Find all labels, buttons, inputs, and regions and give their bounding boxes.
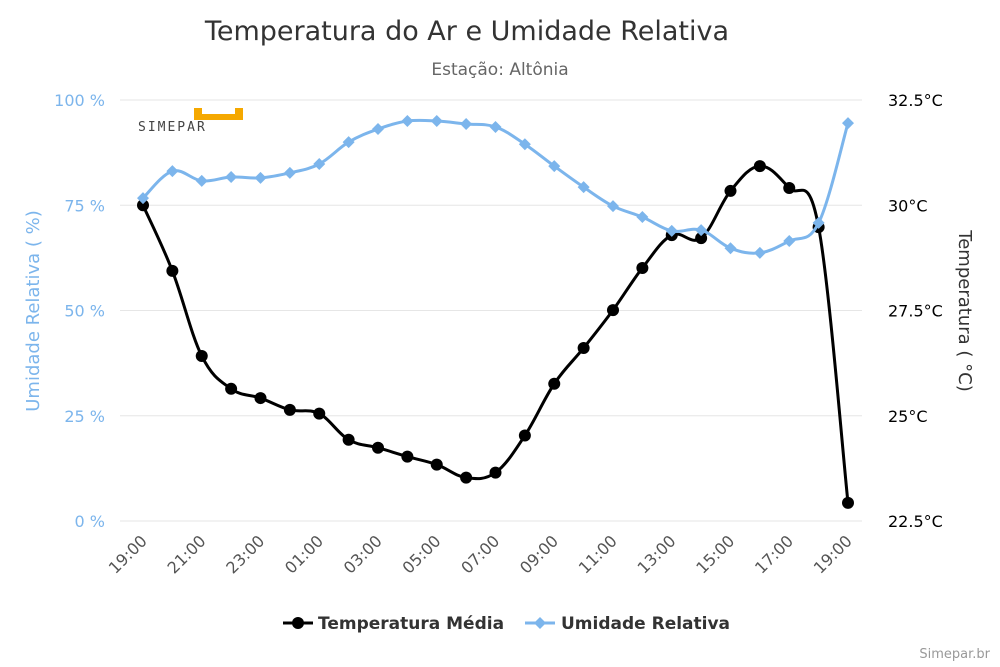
data-point[interactable] <box>842 496 854 509</box>
x-tick-label: 01:00 <box>281 531 327 577</box>
data-point[interactable] <box>313 407 326 420</box>
data-point[interactable] <box>783 181 796 194</box>
data-point[interactable] <box>137 192 149 205</box>
data-point[interactable] <box>607 200 619 213</box>
left-tick-label: 25 % <box>64 407 105 426</box>
data-point[interactable] <box>195 174 208 187</box>
left-tick-label: 50 % <box>64 302 105 321</box>
right-tick-label: 27.5°C <box>888 302 943 321</box>
series-line <box>141 164 850 504</box>
left-tick-label: 0 % <box>75 512 105 531</box>
data-point[interactable] <box>695 232 708 245</box>
legend-label-umidade: Umidade Relativa <box>561 614 730 634</box>
chart-subtitle: Estação: Altônia <box>431 60 568 80</box>
x-tick-label: 17:00 <box>751 531 797 577</box>
x-tick-label: 21:00 <box>164 531 210 577</box>
data-point[interactable] <box>254 392 267 405</box>
left-tick-label: 100 % <box>54 91 105 110</box>
data-point[interactable] <box>166 264 179 277</box>
gridlines <box>120 99 862 522</box>
data-point[interactable] <box>753 160 766 173</box>
data-point[interactable] <box>195 349 208 362</box>
data-point[interactable] <box>254 171 267 184</box>
left-axis-title: Umidade Relativa ( %) <box>23 210 44 412</box>
data-point[interactable] <box>783 235 796 248</box>
data-point[interactable] <box>372 123 384 136</box>
data-point[interactable] <box>460 117 473 130</box>
data-point[interactable] <box>401 450 414 463</box>
data-point[interactable] <box>489 466 502 479</box>
svg-text:SIMEPAR: SIMEPAR <box>138 120 207 135</box>
x-tick-label: 09:00 <box>516 531 562 577</box>
data-point[interactable] <box>607 304 619 317</box>
data-point[interactable] <box>577 181 590 194</box>
data-point[interactable] <box>636 211 649 224</box>
data-point[interactable] <box>283 403 296 416</box>
data-point[interactable] <box>225 171 238 184</box>
series-temperatura <box>137 160 854 509</box>
data-point[interactable] <box>636 261 649 274</box>
legend[interactable]: Temperatura Média Umidade Relativa <box>283 614 730 634</box>
x-tick-label: 07:00 <box>457 531 503 577</box>
data-point[interactable] <box>313 157 326 170</box>
data-point[interactable] <box>137 199 149 212</box>
data-point[interactable] <box>283 166 296 179</box>
data-point[interactable] <box>724 184 737 197</box>
left-tick-label: 75 % <box>64 196 105 215</box>
x-tick-label: 15:00 <box>692 531 738 577</box>
data-point[interactable] <box>342 136 355 149</box>
x-tick-label: 03:00 <box>340 531 386 577</box>
data-point[interactable] <box>842 117 854 130</box>
data-point[interactable] <box>342 433 355 446</box>
x-tick-label: 05:00 <box>399 531 445 577</box>
data-point[interactable] <box>695 224 708 237</box>
x-tick-label: 19:00 <box>810 531 856 577</box>
right-tick-label: 22.5°C <box>888 512 943 531</box>
data-point[interactable] <box>489 120 502 133</box>
x-tick-label: 23:00 <box>222 531 268 577</box>
simepar-logo: SIMEPAR <box>138 108 243 135</box>
series-line <box>141 118 850 255</box>
legend-item-temperatura[interactable]: Temperatura Média <box>283 614 504 634</box>
data-point[interactable] <box>724 242 737 255</box>
data-point[interactable] <box>225 382 238 395</box>
data-point[interactable] <box>518 429 531 442</box>
series-umidade <box>137 115 854 259</box>
credit-link[interactable]: Simepar.br <box>919 647 990 662</box>
data-point[interactable] <box>812 216 825 229</box>
chart-title: Temperatura do Ar e Umidade Relativa <box>204 16 729 47</box>
data-point[interactable] <box>166 165 179 178</box>
x-tick-label: 13:00 <box>634 531 680 577</box>
data-point[interactable] <box>401 115 414 128</box>
data-point[interactable] <box>372 441 384 454</box>
legend-label-temperatura: Temperatura Média <box>318 614 504 634</box>
data-point[interactable] <box>753 246 766 259</box>
data-point[interactable] <box>430 458 443 471</box>
right-tick-label: 32.5°C <box>888 91 943 110</box>
data-point[interactable] <box>430 115 443 128</box>
right-axis-title: Temperatura ( °C) <box>954 229 975 391</box>
x-tick-label: 19:00 <box>105 531 151 577</box>
legend-item-umidade[interactable]: Umidade Relativa <box>525 614 730 634</box>
data-point[interactable] <box>460 471 473 484</box>
data-point[interactable] <box>548 160 561 173</box>
data-point[interactable] <box>548 377 561 390</box>
data-point[interactable] <box>518 138 531 151</box>
right-tick-label: 30°C <box>888 196 928 215</box>
right-tick-label: 25°C <box>888 407 928 426</box>
data-point[interactable] <box>577 341 590 354</box>
x-tick-label: 11:00 <box>575 531 621 577</box>
data-point[interactable] <box>665 224 678 237</box>
